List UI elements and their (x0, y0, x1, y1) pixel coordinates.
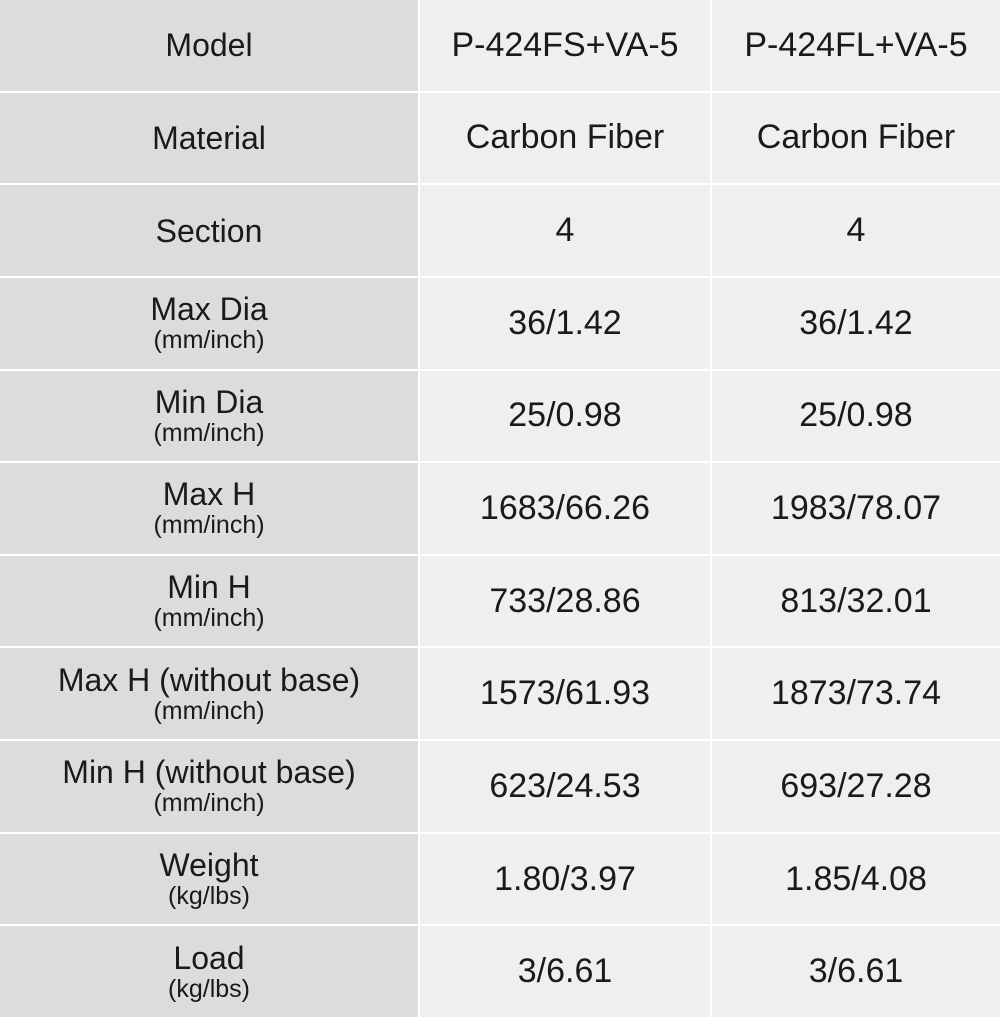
value-cell: 813/32.01 (712, 555, 1000, 647)
row-label-cell: Max H (mm/inch) (0, 463, 418, 554)
value-cell: P-424FL+VA-5 (712, 0, 1000, 91)
value-cell: 36/1.42 (420, 277, 710, 369)
value-cell: 623/24.53 (420, 741, 710, 832)
value-cell: 1873/73.74 (712, 648, 1000, 740)
row-label-cell: Min H (mm/inch) (0, 555, 418, 647)
value-cell: 3/6.61 (420, 926, 710, 1017)
value-cell: 3/6.61 (712, 926, 1000, 1017)
row-label: Min Dia (154, 383, 264, 420)
row-label: Material (152, 119, 266, 156)
row-label: Min H (167, 569, 251, 606)
row-label-cell: Min H (without base) (mm/inch) (0, 741, 418, 832)
value-cell: Carbon Fiber (420, 92, 710, 184)
row-label: Model (165, 27, 253, 64)
value-cell: P-424FS+VA-5 (420, 0, 710, 91)
row-label-cell: Material (0, 92, 418, 184)
row-label-cell: Load (kg/lbs) (0, 926, 418, 1017)
value-cell: 1573/61.93 (420, 648, 710, 740)
value-cell: 1.80/3.97 (420, 833, 710, 925)
value-cell: 693/27.28 (712, 741, 1000, 832)
row-unit: (mm/inch) (153, 604, 265, 633)
row-label: Max H (162, 476, 256, 513)
row-unit: (kg/lbs) (168, 974, 250, 1003)
value-cell: Carbon Fiber (712, 92, 1000, 184)
row-unit: (mm/inch) (153, 326, 265, 355)
row-unit: (mm/inch) (153, 511, 265, 540)
row-label: Min H (without base) (62, 754, 356, 791)
row-unit: (mm/inch) (153, 696, 265, 725)
value-cell: 4 (712, 185, 1000, 276)
row-label: Section (155, 212, 263, 249)
value-cell: 4 (420, 185, 710, 276)
row-label: Load (173, 939, 245, 976)
value-cell: 36/1.42 (712, 277, 1000, 369)
value-cell: 1683/66.26 (420, 463, 710, 554)
row-label: Weight (159, 847, 259, 884)
value-cell: 1983/78.07 (712, 463, 1000, 554)
row-unit: (mm/inch) (153, 789, 265, 818)
row-label: Max Dia (150, 291, 268, 328)
value-cell: 1.85/4.08 (712, 833, 1000, 925)
row-label-cell: Model (0, 0, 418, 91)
row-label: Max H (without base) (57, 661, 361, 698)
row-label-cell: Max H (without base) (mm/inch) (0, 648, 418, 740)
row-label-cell: Min Dia (mm/inch) (0, 370, 418, 462)
value-cell: 25/0.98 (420, 370, 710, 462)
row-unit: (kg/lbs) (168, 882, 250, 911)
row-label-cell: Section (0, 185, 418, 276)
row-unit: (mm/inch) (153, 418, 265, 447)
row-label-cell: Max Dia (mm/inch) (0, 277, 418, 369)
value-cell: 25/0.98 (712, 370, 1000, 462)
value-cell: 733/28.86 (420, 555, 710, 647)
row-label-cell: Weight (kg/lbs) (0, 833, 418, 925)
